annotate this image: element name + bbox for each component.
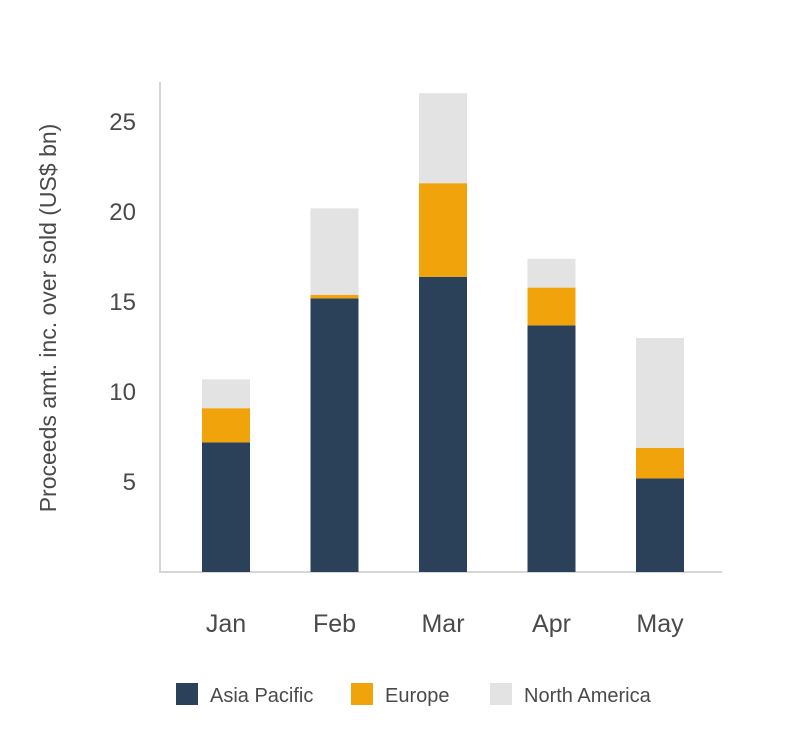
y-tick-label: 20	[109, 199, 136, 226]
bars	[202, 93, 684, 572]
bar-segment-europe	[310, 294, 359, 299]
bar-segment-north-america	[419, 93, 467, 184]
bar-segment-asia-pacific	[202, 442, 250, 572]
y-tick-labels: 5 10 15 20 25	[109, 109, 136, 496]
bar-segment-north-america	[202, 379, 250, 409]
y-tick-label: 5	[123, 469, 136, 496]
bar-segment-asia-pacific	[527, 325, 576, 572]
legend-swatch	[490, 683, 512, 705]
bar-segment-europe	[636, 447, 684, 479]
bar-segment-europe	[527, 287, 576, 326]
bar-segment-europe	[419, 183, 467, 277]
legend-swatch	[176, 683, 198, 705]
bar-segment-north-america	[527, 258, 576, 288]
y-tick-label: 15	[109, 289, 136, 316]
y-tick-label: 25	[109, 109, 136, 136]
bar-segment-north-america	[636, 338, 684, 448]
x-tick-label: Apr	[532, 610, 571, 638]
legend-label: Europe	[385, 685, 450, 707]
bar-segment-europe	[202, 408, 250, 443]
x-tick-label: May	[636, 610, 684, 638]
bar-segment-north-america	[310, 208, 359, 295]
x-tick-label: Feb	[313, 610, 356, 638]
legend-label: Asia Pacific	[210, 685, 313, 707]
legend: Asia Pacific Europe North America	[176, 683, 652, 707]
x-tick-label: Jan	[206, 610, 246, 638]
bar-segment-asia-pacific	[419, 276, 467, 572]
x-tick-label: Mar	[421, 610, 464, 638]
x-tick-labels: Jan Feb Mar Apr May	[206, 610, 684, 638]
bar-segment-asia-pacific	[310, 298, 359, 572]
y-axis-title: Proceeds amt. inc. over sold (US$ bn)	[35, 124, 61, 513]
legend-swatch	[351, 683, 373, 705]
bar-segment-asia-pacific	[636, 478, 684, 572]
legend-label: North America	[524, 685, 652, 707]
y-tick-label: 10	[109, 379, 136, 406]
